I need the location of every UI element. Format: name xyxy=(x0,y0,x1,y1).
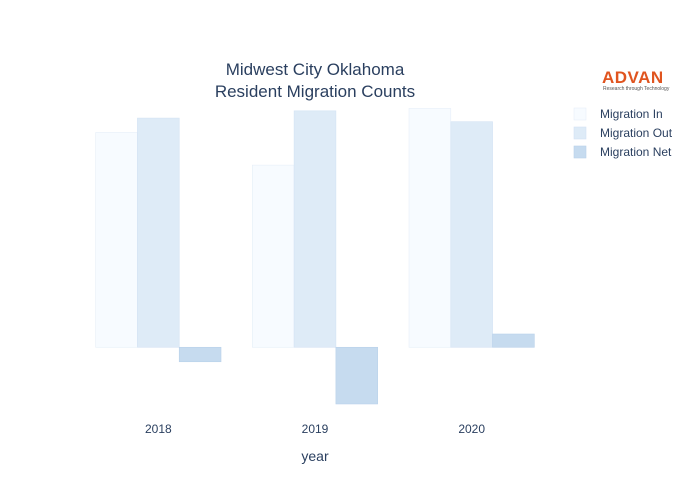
x-axis-title: year xyxy=(301,448,329,464)
bar-migration-out-2019 xyxy=(293,110,337,348)
logo-wordmark: ADVAN xyxy=(602,68,664,87)
bar-migration-in-2018 xyxy=(95,132,138,348)
bar-migration-in-2020 xyxy=(408,108,452,348)
legend-label-migration-in[interactable]: Migration In xyxy=(600,107,663,121)
bar-migration-net-2019 xyxy=(335,346,378,405)
x-tick-label-2020: 2020 xyxy=(458,422,485,436)
bar-migration-net-2018 xyxy=(178,346,222,363)
logo-tagline: Research through Technology xyxy=(603,86,670,92)
x-tick-labels: 2018 2019 2020 xyxy=(145,422,485,436)
legend-swatch-migration-in[interactable] xyxy=(573,107,587,121)
legend-swatch-migration-net[interactable] xyxy=(573,145,587,159)
bar-migration-out-2018 xyxy=(137,117,180,348)
advan-logo: ADVAN Research through Technology xyxy=(602,68,670,92)
chart-title-line-2: Resident Migration Counts xyxy=(215,82,415,101)
bar-migration-net-2020 xyxy=(492,333,535,348)
legend-swatch-migration-out[interactable] xyxy=(573,126,587,140)
legend-label-migration-out[interactable]: Migration Out xyxy=(600,126,673,140)
x-tick-label-2018: 2018 xyxy=(145,422,172,436)
legend: Migration In Migration Out Migration Net xyxy=(573,107,673,159)
x-tick-label-2019: 2019 xyxy=(302,422,329,436)
chart-title-line-1: Midwest City Oklahoma xyxy=(226,60,405,79)
bars-layer xyxy=(95,108,535,405)
bar-migration-out-2020 xyxy=(450,121,493,348)
bar-migration-in-2019 xyxy=(252,164,295,348)
legend-label-migration-net[interactable]: Migration Net xyxy=(600,145,672,159)
